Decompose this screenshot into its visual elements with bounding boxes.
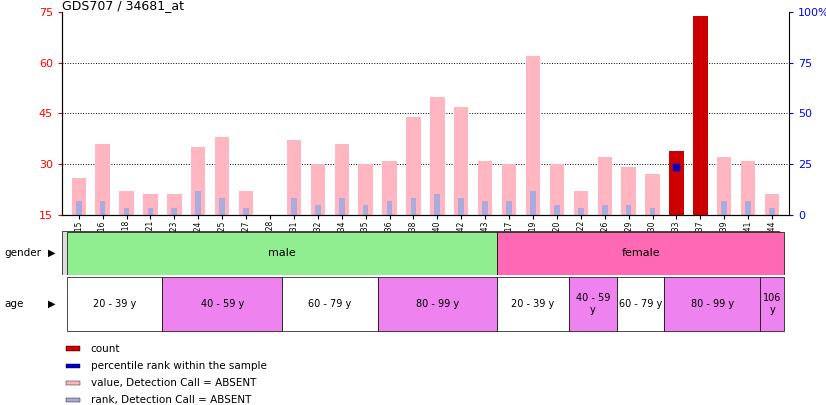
Bar [196,191,201,215]
Bar [382,161,396,215]
Text: male: male [268,248,296,258]
Text: 60 - 79 y: 60 - 79 y [308,299,351,309]
Bar [315,205,320,215]
Bar [239,191,254,215]
Bar [760,277,784,331]
Text: 106
y: 106 y [763,293,781,315]
Bar [66,398,79,402]
Bar [358,164,373,215]
Text: GDS707 / 34681_at: GDS707 / 34681_at [62,0,184,12]
Bar [626,205,632,215]
Text: 60 - 79 y: 60 - 79 y [619,299,662,309]
Bar [100,201,106,215]
Bar [76,201,82,215]
Bar [339,198,344,215]
Bar [66,347,79,351]
Text: age: age [4,299,23,309]
Bar [569,277,617,331]
Bar [497,232,784,275]
Bar [650,208,655,215]
Text: female: female [621,248,660,258]
Bar [67,277,163,331]
Bar [602,205,608,215]
Bar [717,157,732,215]
Bar [669,151,684,215]
Bar [597,157,612,215]
Bar [506,201,512,215]
Text: value, Detection Call = ABSENT: value, Detection Call = ABSENT [91,378,256,388]
Bar [741,161,755,215]
Text: gender: gender [4,248,41,258]
Bar [673,201,679,215]
Text: 40 - 59 y: 40 - 59 y [201,299,244,309]
Bar [745,201,751,215]
Bar [530,191,536,215]
Bar [124,208,130,215]
Bar [526,56,540,215]
Bar [550,164,564,215]
Bar [693,117,708,215]
Bar [243,208,249,215]
Bar [377,277,497,331]
Text: ▶: ▶ [48,248,55,258]
Bar [66,364,79,368]
Text: count: count [91,343,121,354]
Text: ▶: ▶ [48,299,55,309]
Bar [458,198,464,215]
Bar [191,147,206,215]
Bar [172,208,178,215]
Bar [434,194,440,215]
Bar [219,198,225,215]
Text: 80 - 99 y: 80 - 99 y [691,299,733,309]
Bar [669,151,684,215]
Bar [769,208,775,215]
Bar [721,201,727,215]
Bar [617,277,664,331]
Bar [387,201,392,215]
Bar [119,191,134,215]
Bar [148,208,154,215]
Bar [215,137,230,215]
Text: 20 - 39 y: 20 - 39 y [511,299,554,309]
Bar [67,232,497,275]
Text: 20 - 39 y: 20 - 39 y [93,299,136,309]
Bar [497,277,569,331]
Bar [287,141,301,215]
Bar [454,107,468,215]
Bar [363,205,368,215]
Text: 40 - 59
y: 40 - 59 y [576,293,610,315]
Bar [96,144,110,215]
Bar [430,96,444,215]
Bar [291,198,297,215]
Bar [502,164,516,215]
Bar [66,381,79,385]
Bar [143,194,158,215]
Bar [554,205,560,215]
Bar [765,194,779,215]
Bar [693,15,708,215]
Text: percentile rank within the sample: percentile rank within the sample [91,361,267,371]
Bar [645,174,660,215]
Bar [406,117,420,215]
Bar [478,161,492,215]
Bar [411,198,416,215]
Bar [482,201,488,215]
Bar [573,191,588,215]
Bar [335,144,349,215]
Bar [167,194,182,215]
Bar [578,208,584,215]
Bar [163,277,282,331]
Bar [621,167,636,215]
Bar [282,277,377,331]
Bar [311,164,325,215]
Text: rank, Detection Call = ABSENT: rank, Detection Call = ABSENT [91,395,251,405]
Bar [697,198,703,215]
Text: 80 - 99 y: 80 - 99 y [415,299,459,309]
Bar [664,277,760,331]
Bar [72,177,86,215]
